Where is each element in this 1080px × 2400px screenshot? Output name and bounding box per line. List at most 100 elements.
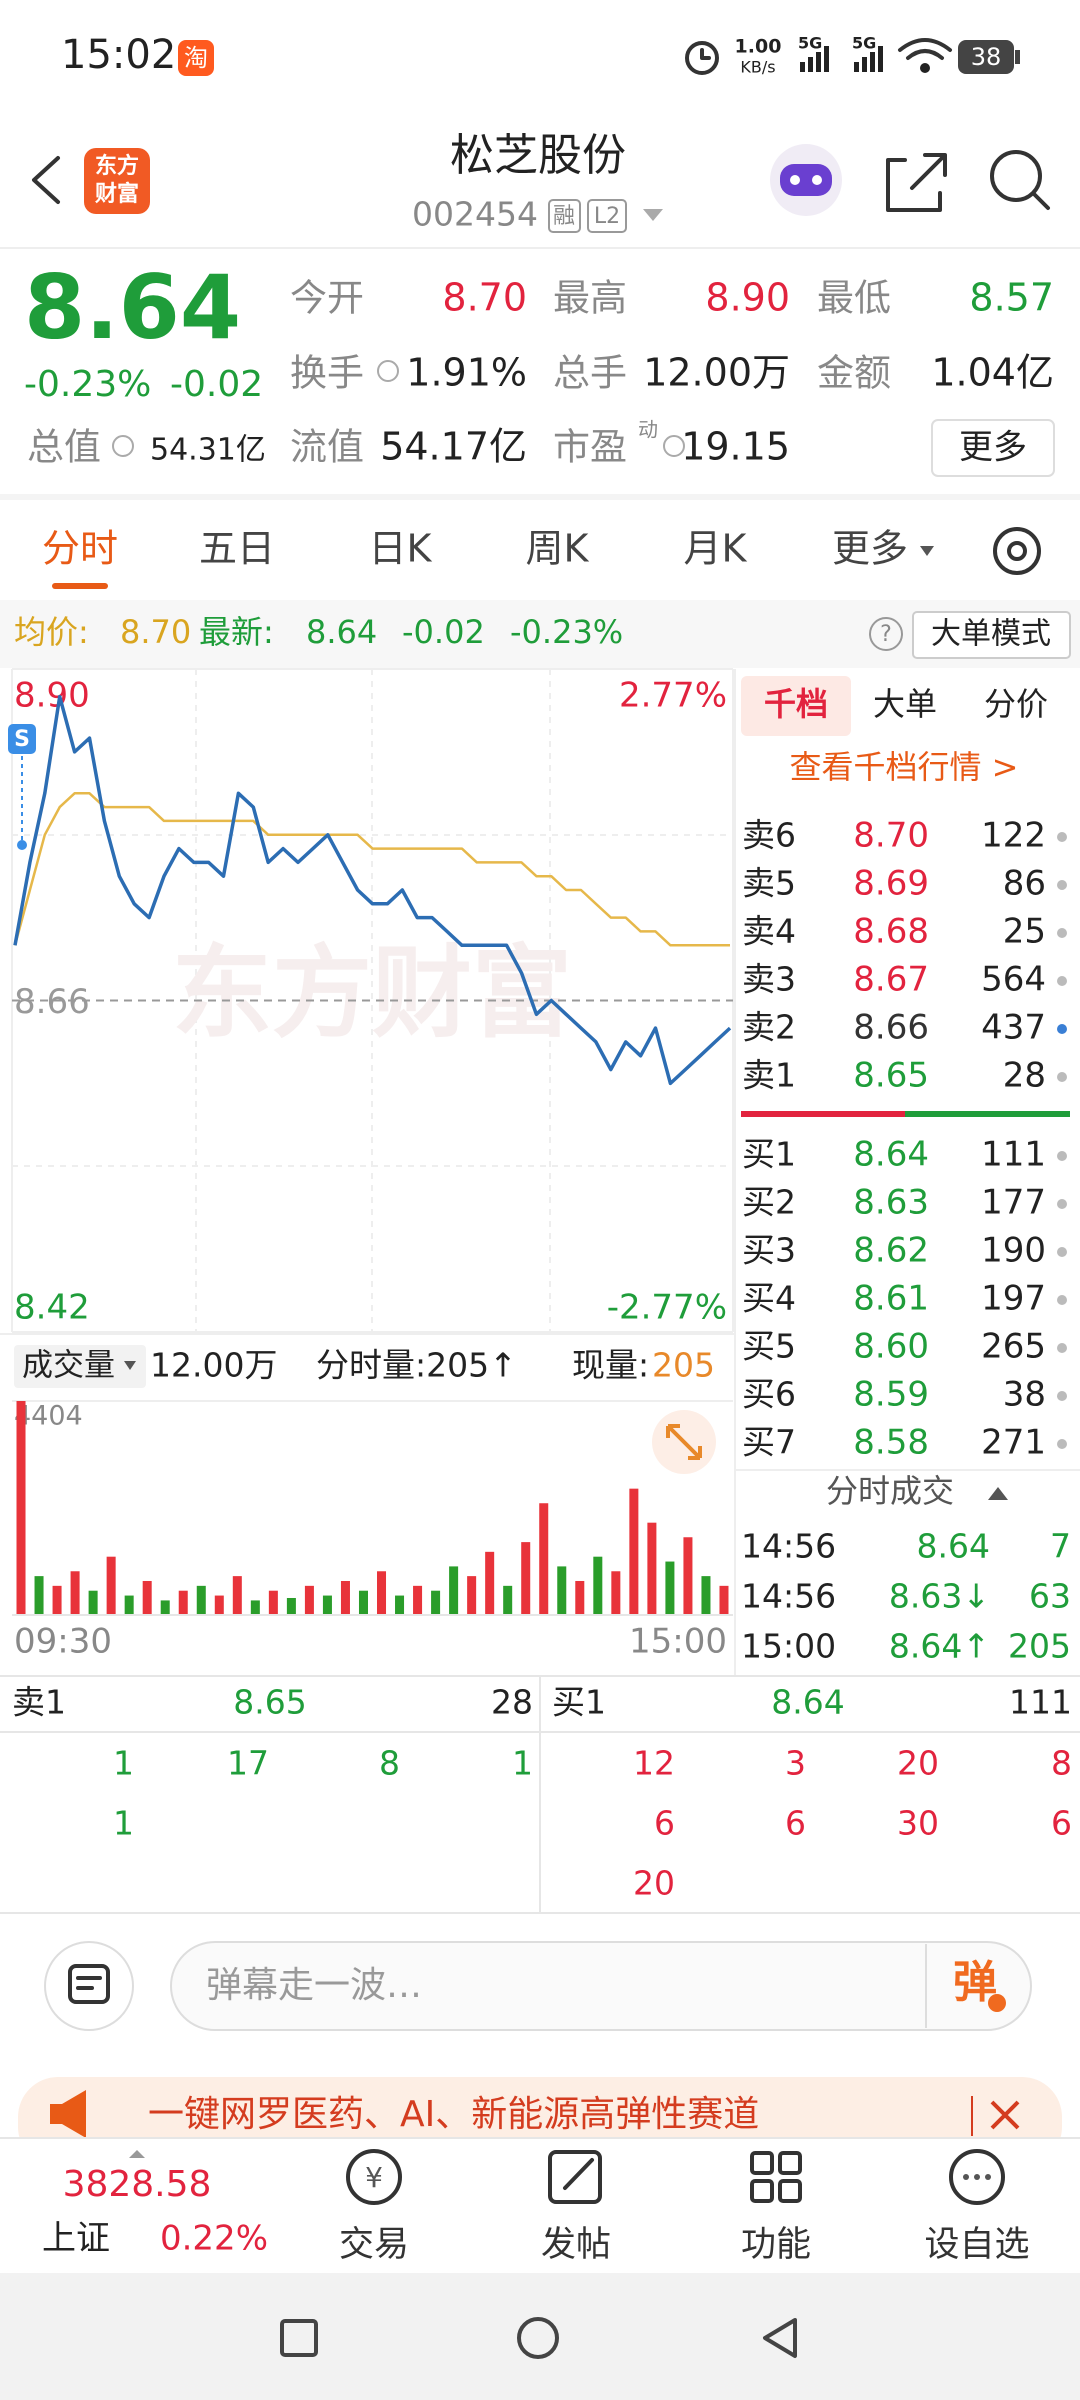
book-dot: [1057, 1199, 1067, 1209]
trade-icon-text: ¥: [365, 2161, 383, 2194]
book-tab[interactable]: 分价: [984, 685, 1048, 723]
field-label: 最高: [553, 277, 627, 320]
volume-bar: [52, 1585, 62, 1615]
trade-time: 14:56: [741, 1577, 836, 1616]
search-button[interactable]: [990, 150, 1050, 210]
book-price: 8.60: [853, 1327, 929, 1367]
change: -0.02: [170, 364, 263, 405]
book-dot: [1057, 880, 1067, 890]
volume-bar: [106, 1556, 116, 1615]
book-link[interactable]: 查看千档行情 >: [790, 748, 1019, 786]
nav-item[interactable]: 发帖: [541, 2225, 611, 2265]
trade-volume: 205: [1008, 1627, 1071, 1666]
book-volume: 177: [981, 1183, 1046, 1223]
tab[interactable]: 五日: [199, 527, 275, 571]
tab[interactable]: 分时: [42, 527, 118, 571]
book-volume: 86: [1003, 864, 1046, 904]
book-price: 8.64: [853, 1135, 929, 1175]
field-value: 19.15: [681, 425, 790, 469]
book-price: 8.58: [853, 1423, 929, 1463]
book-tab[interactable]: 千档: [764, 685, 828, 723]
volume-bar: [449, 1566, 459, 1615]
book-dot: [1057, 1247, 1067, 1257]
x-tick-label: 09:30: [14, 1622, 112, 1662]
tab-dropdown[interactable]: [920, 546, 934, 556]
field-label: 总值: [27, 426, 101, 469]
book-price: 8.70: [853, 816, 929, 856]
book-price: 8.61: [853, 1279, 929, 1319]
assistant-avatar[interactable]: [770, 144, 842, 216]
index-value[interactable]: 3828.58: [63, 2164, 212, 2205]
trades-toggle[interactable]: [988, 1487, 1008, 1500]
volume-bar: [322, 1595, 332, 1615]
recents-button[interactable]: [280, 2319, 318, 2357]
signal-label: 5G: [852, 34, 876, 53]
nav-item[interactable]: 设自选: [924, 2225, 1029, 2265]
book-volume: 197: [981, 1279, 1046, 1319]
comment-icon[interactable]: [44, 1941, 134, 2031]
volume-bar: [557, 1566, 567, 1615]
status-time: 15:02: [61, 32, 176, 78]
queue-volume: 1: [113, 1804, 134, 1843]
nav-item[interactable]: 功能: [741, 2225, 811, 2265]
post-icon: [548, 2150, 602, 2204]
home-button[interactable]: [517, 2317, 559, 2359]
book-label: 卖2: [742, 1008, 796, 1047]
share-button[interactable]: [886, 153, 947, 212]
queue-volume: 6: [654, 1804, 675, 1843]
tab-underline: [52, 583, 108, 589]
book-volume: 564: [981, 960, 1046, 1000]
volume-bar: [539, 1503, 549, 1615]
field-label: 总手: [553, 352, 627, 395]
signal-label: 5G: [798, 34, 822, 53]
volume-bar: [214, 1595, 224, 1615]
expand-button[interactable]: [652, 1410, 716, 1474]
info-icon[interactable]: [112, 435, 134, 457]
book-tab[interactable]: 大单: [873, 685, 937, 723]
volume-bar: [34, 1576, 44, 1615]
ad-close[interactable]: [990, 2100, 1020, 2130]
queue-volume: 30: [897, 1804, 939, 1843]
tab[interactable]: 周K: [526, 527, 590, 571]
tab[interactable]: 月K: [684, 527, 748, 571]
book-price: 8.59: [853, 1375, 929, 1415]
volume-bar: [70, 1571, 80, 1615]
field-label: 金额: [817, 352, 891, 395]
y-tick-label: 8.90: [14, 676, 90, 716]
book-volume: 25: [1003, 912, 1046, 952]
book-label: 买5: [742, 1327, 796, 1366]
field-label: 最低: [817, 277, 891, 320]
back-nav-button[interactable]: [763, 2318, 797, 2358]
latest-change: -0.02: [402, 613, 485, 651]
book-price: 8.65: [853, 1056, 929, 1096]
help-icon[interactable]: [869, 617, 903, 651]
volume-bar: [88, 1590, 98, 1615]
volume-bar: [304, 1585, 314, 1615]
wifi-icon: [898, 38, 952, 73]
info-icon[interactable]: [377, 360, 399, 382]
avg-label: 均价:: [14, 613, 89, 651]
book-volume: 28: [1003, 1056, 1046, 1096]
comment-input[interactable]: [170, 1941, 1032, 2031]
volume-selector[interactable]: [14, 1345, 146, 1388]
latest-price: 8.64: [306, 613, 377, 651]
badge[interactable]: [8, 724, 36, 754]
queue-volume: 20: [633, 1864, 675, 1903]
trades-title: 分时成交: [826, 1472, 954, 1510]
code-dropdown[interactable]: [643, 209, 663, 221]
nav-item[interactable]: 交易: [339, 2225, 409, 2265]
book-price: 8.62: [853, 1231, 929, 1271]
more-button[interactable]: [931, 419, 1055, 477]
stock-name: 松芝股份: [450, 130, 626, 181]
watchlist-icon: [949, 2149, 1005, 2205]
book-volume: 122: [981, 816, 1046, 856]
tab[interactable]: 更多: [832, 527, 908, 571]
info-icon[interactable]: [663, 435, 685, 457]
volume-bar: [16, 1401, 26, 1615]
settings-button[interactable]: [993, 527, 1041, 575]
volume-bar: [340, 1580, 350, 1615]
function-icon: [750, 2151, 802, 2203]
tab[interactable]: 日K: [369, 527, 433, 571]
back-button[interactable]: [32, 156, 60, 204]
mode-button[interactable]: [912, 611, 1071, 659]
